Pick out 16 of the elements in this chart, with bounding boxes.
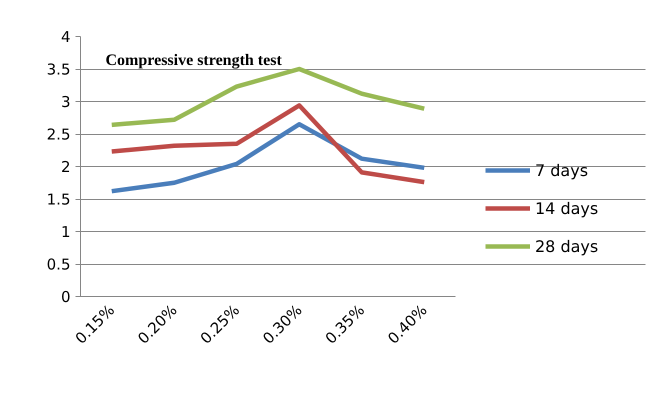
text: Compressive strength test [106, 52, 282, 69]
legend-label: 28 days [535, 236, 598, 256]
line-series [110, 122, 426, 194]
y-tick-label: 0 [60, 288, 71, 306]
y-tick-label: 3 [60, 93, 71, 111]
y-tick-label: 1 [60, 223, 71, 241]
y-tick-label: 4 [60, 28, 71, 46]
y-tick-label: 3.5 [46, 60, 71, 78]
y-tick-label: 0.5 [46, 256, 71, 274]
legend-label: 7 days [535, 160, 588, 180]
y-tick-label: 1.5 [46, 190, 71, 208]
legend-label: 14 days [535, 198, 598, 218]
y-tick-label: 2.5 [46, 126, 71, 144]
line-series [110, 103, 426, 184]
y-tick-label: 2 [60, 158, 71, 176]
line-series [110, 66, 426, 128]
